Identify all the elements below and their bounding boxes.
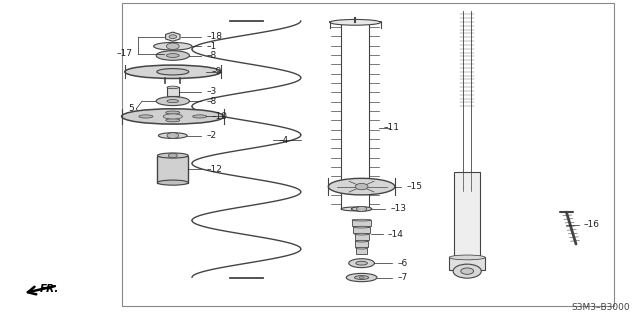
Ellipse shape	[330, 19, 381, 25]
Circle shape	[453, 264, 481, 278]
Bar	[122, 3, 614, 306]
Text: –10: –10	[211, 112, 227, 121]
Ellipse shape	[154, 42, 192, 50]
Ellipse shape	[356, 247, 367, 249]
Ellipse shape	[356, 261, 367, 265]
Ellipse shape	[156, 51, 189, 60]
FancyBboxPatch shape	[454, 172, 480, 260]
FancyBboxPatch shape	[356, 248, 367, 254]
Circle shape	[166, 43, 179, 49]
Ellipse shape	[125, 65, 221, 78]
Text: –4: –4	[278, 136, 289, 145]
Ellipse shape	[166, 54, 179, 57]
Ellipse shape	[355, 276, 369, 279]
Text: –15: –15	[406, 182, 422, 191]
Ellipse shape	[166, 111, 180, 114]
Text: –13: –13	[390, 204, 406, 213]
Ellipse shape	[355, 233, 369, 235]
Ellipse shape	[353, 226, 370, 228]
Text: –9: –9	[211, 67, 221, 76]
Text: 5: 5	[129, 104, 134, 113]
Ellipse shape	[449, 255, 485, 260]
Ellipse shape	[159, 133, 188, 138]
FancyBboxPatch shape	[353, 227, 370, 233]
Text: –7: –7	[397, 273, 408, 282]
Ellipse shape	[167, 100, 179, 103]
Ellipse shape	[157, 69, 189, 75]
Text: –12: –12	[206, 165, 222, 174]
Ellipse shape	[328, 178, 395, 195]
Ellipse shape	[157, 180, 188, 185]
Text: –3: –3	[206, 87, 216, 96]
Ellipse shape	[349, 259, 374, 268]
FancyBboxPatch shape	[167, 87, 179, 96]
Text: –6: –6	[397, 259, 408, 268]
Ellipse shape	[157, 153, 188, 158]
Ellipse shape	[351, 207, 372, 211]
FancyBboxPatch shape	[352, 220, 371, 226]
Text: –14: –14	[388, 230, 404, 239]
FancyBboxPatch shape	[157, 156, 188, 182]
Text: –11: –11	[384, 123, 400, 132]
Ellipse shape	[156, 97, 189, 106]
Ellipse shape	[193, 115, 207, 118]
Ellipse shape	[166, 119, 180, 122]
FancyBboxPatch shape	[449, 257, 485, 270]
Ellipse shape	[341, 207, 369, 211]
Polygon shape	[166, 32, 180, 41]
Ellipse shape	[122, 109, 224, 124]
Circle shape	[461, 268, 474, 274]
FancyBboxPatch shape	[355, 234, 369, 240]
Ellipse shape	[355, 240, 368, 242]
Circle shape	[356, 206, 367, 211]
Text: –18: –18	[206, 32, 222, 41]
Text: –8: –8	[206, 51, 216, 60]
Text: –1: –1	[206, 42, 216, 51]
FancyBboxPatch shape	[355, 241, 368, 247]
Ellipse shape	[163, 114, 182, 119]
Ellipse shape	[346, 273, 377, 282]
Text: –17: –17	[116, 49, 132, 58]
Circle shape	[169, 35, 177, 39]
Circle shape	[355, 183, 368, 190]
Text: S3M3–B3000: S3M3–B3000	[572, 303, 630, 312]
Ellipse shape	[359, 277, 364, 278]
Ellipse shape	[139, 115, 153, 118]
Circle shape	[167, 133, 179, 138]
Text: –8: –8	[206, 97, 216, 106]
Circle shape	[168, 153, 177, 158]
Text: FR.: FR.	[40, 284, 59, 294]
Text: –16: –16	[584, 220, 600, 229]
Ellipse shape	[352, 219, 371, 221]
Text: –2: –2	[206, 131, 216, 140]
Ellipse shape	[167, 86, 179, 89]
